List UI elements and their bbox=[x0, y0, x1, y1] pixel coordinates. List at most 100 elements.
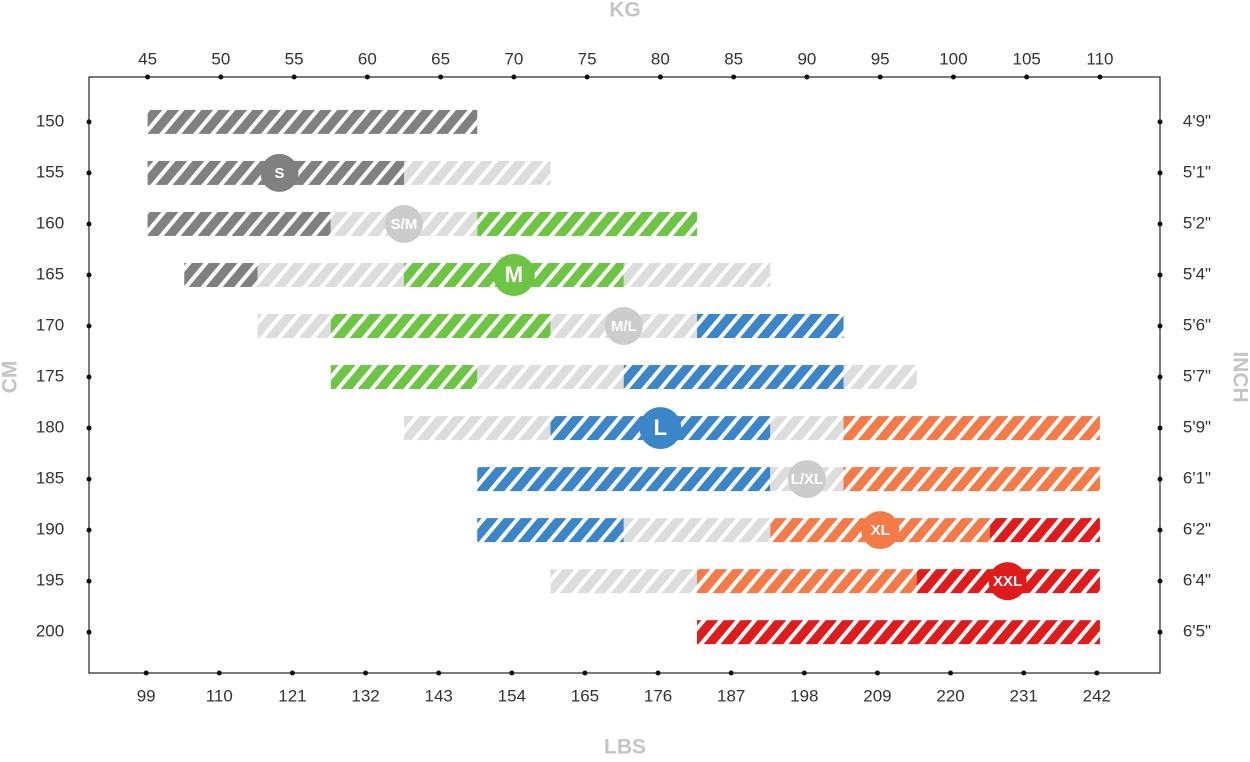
size-range-bar bbox=[770, 416, 844, 441]
size-badge bbox=[861, 511, 900, 550]
size-badge-label: L/XL bbox=[791, 471, 824, 488]
y-tick-label: 170 bbox=[36, 315, 64, 334]
x-tick-dot bbox=[584, 74, 590, 80]
x-tick-dot bbox=[804, 74, 810, 80]
y-tick-label: 180 bbox=[36, 418, 64, 437]
size-range-bar bbox=[257, 262, 404, 287]
size-range-bar bbox=[697, 314, 844, 339]
x-tick-dot bbox=[1024, 74, 1030, 80]
x2-tick-label: 143 bbox=[424, 686, 452, 705]
y-tick-dot bbox=[86, 578, 92, 584]
size-range-bar bbox=[623, 262, 771, 287]
size-range-bar bbox=[623, 365, 844, 390]
x-tick-label: 110 bbox=[1086, 49, 1113, 68]
y-tick-dot bbox=[86, 425, 92, 431]
x2-tick-dot bbox=[436, 670, 442, 676]
x-tick-dot bbox=[145, 74, 151, 80]
size-badge-label: S bbox=[274, 165, 284, 182]
size-range-bar bbox=[330, 314, 551, 339]
y-tick-dot bbox=[86, 272, 92, 278]
size-range-bar bbox=[477, 467, 771, 492]
y-tick-dot bbox=[86, 374, 92, 380]
x-tick-dot bbox=[438, 74, 444, 80]
size-range-bar bbox=[404, 160, 551, 185]
x-tick-label: 95 bbox=[871, 49, 890, 68]
x-tick-dot bbox=[511, 74, 517, 80]
x2-tick-dot bbox=[655, 670, 661, 676]
y2-tick-dot bbox=[1157, 527, 1163, 533]
x-tick-label: 50 bbox=[211, 49, 230, 68]
x-tick-label: 75 bbox=[578, 49, 597, 68]
y2-tick-dot bbox=[1157, 272, 1163, 278]
size-range-bar bbox=[477, 211, 698, 236]
y2-tick-dot bbox=[1157, 323, 1163, 329]
y2-tick-label: 5'1" bbox=[1183, 162, 1211, 181]
size-range-bar bbox=[990, 518, 1100, 543]
x2-tick-label: 165 bbox=[571, 686, 599, 705]
y-tick-label: 165 bbox=[36, 264, 64, 283]
x2-tick-dot bbox=[874, 670, 880, 676]
x-tick-label: 60 bbox=[358, 49, 377, 68]
y2-tick-label: 5'7" bbox=[1183, 367, 1211, 386]
y-tick-label: 185 bbox=[36, 469, 64, 488]
size-badge bbox=[604, 307, 643, 346]
y-tick-label: 150 bbox=[36, 111, 64, 130]
x-tick-label: 100 bbox=[939, 49, 967, 68]
size-range-bar bbox=[843, 416, 1100, 441]
y2-tick-dot bbox=[1157, 578, 1163, 584]
y-tick-label: 195 bbox=[36, 571, 64, 590]
x2-tick-dot bbox=[1021, 670, 1027, 676]
x-tick-dot bbox=[731, 74, 737, 80]
size-range-bar bbox=[697, 620, 1100, 645]
x2-tick-label: 220 bbox=[936, 686, 964, 705]
y-tick-label: 175 bbox=[36, 367, 64, 386]
size-badge bbox=[260, 153, 299, 192]
x2-tick-label: 110 bbox=[206, 686, 233, 705]
x2-tick-dot bbox=[728, 670, 734, 676]
size-range-bar bbox=[477, 518, 624, 543]
size-range-bar bbox=[147, 211, 331, 236]
y2-tick-dot bbox=[1157, 374, 1163, 380]
x2-tick-label: 121 bbox=[278, 686, 306, 705]
x-tick-dot bbox=[291, 74, 297, 80]
size-badge bbox=[988, 562, 1027, 601]
y-tick-dot bbox=[86, 476, 92, 482]
x2-tick-dot bbox=[289, 670, 295, 676]
x2-tick-dot bbox=[509, 670, 515, 676]
x2-tick-label: 99 bbox=[137, 686, 156, 705]
x-tick-dot bbox=[657, 74, 663, 80]
y2-tick-dot bbox=[1157, 170, 1163, 176]
size-range-bar bbox=[257, 314, 331, 339]
y-tick-label: 190 bbox=[36, 520, 64, 539]
x-tick-label: 45 bbox=[138, 49, 157, 68]
size-badge-label: S/M bbox=[391, 216, 418, 233]
x-tick-label: 55 bbox=[285, 49, 304, 68]
size-badge-label: M bbox=[505, 262, 523, 287]
x-tick-dot bbox=[364, 74, 370, 80]
x2-tick-label: 231 bbox=[1010, 686, 1038, 705]
x2-tick-label: 154 bbox=[498, 686, 526, 705]
x2-tick-label: 209 bbox=[863, 686, 891, 705]
x2-tick-label: 198 bbox=[790, 686, 818, 705]
x-tick-label: 85 bbox=[724, 49, 743, 68]
x2-tick-label: 176 bbox=[644, 686, 672, 705]
x2-tick-dot bbox=[143, 670, 149, 676]
x-tick-label: 105 bbox=[1012, 49, 1040, 68]
y2-tick-dot bbox=[1157, 425, 1163, 431]
x-tick-label: 65 bbox=[431, 49, 450, 68]
x-tick-dot bbox=[218, 74, 224, 80]
size-badge bbox=[492, 253, 535, 296]
x-tick-label: 70 bbox=[504, 49, 523, 68]
y2-tick-dot bbox=[1157, 476, 1163, 482]
size-badge-label: XXL bbox=[993, 573, 1022, 590]
x2-tick-label: 187 bbox=[717, 686, 745, 705]
y-tick-label: 200 bbox=[36, 622, 64, 641]
size-badge-label: M/L bbox=[611, 318, 637, 335]
x2-tick-label: 242 bbox=[1083, 686, 1111, 705]
y2-tick-label: 5'6" bbox=[1183, 315, 1211, 334]
size-range-bar bbox=[843, 365, 917, 390]
y2-tick-label: 6'4" bbox=[1183, 571, 1211, 590]
y-tick-dot bbox=[86, 221, 92, 227]
y-tick-dot bbox=[86, 170, 92, 176]
